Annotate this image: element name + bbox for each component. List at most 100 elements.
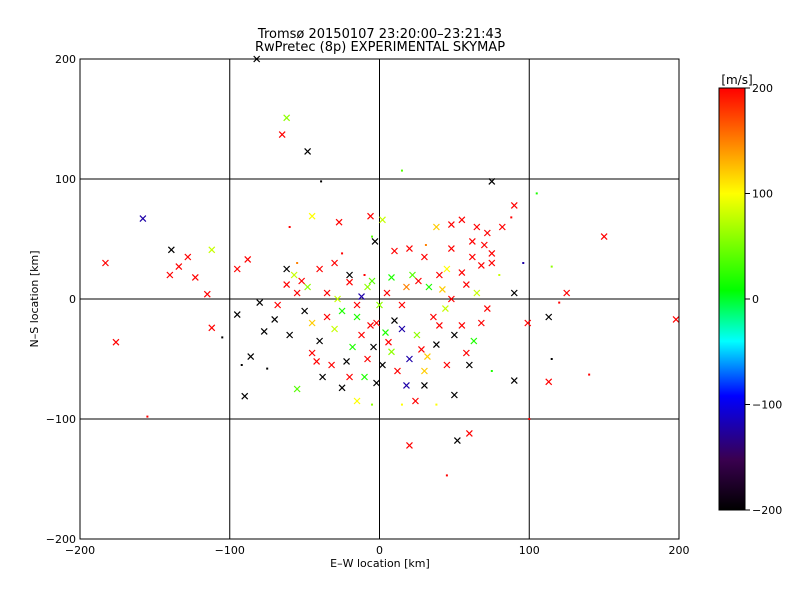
scatter-point [403,283,410,291]
scatter-point [406,355,413,363]
scatter-point [450,391,458,399]
chart-subtitle: RwPretec (8p) EXPERIMENTAL SKYMAP [255,40,505,55]
scatter-point [545,313,553,321]
scatter-point [450,331,458,339]
scatter-point [398,301,406,309]
scatter-point [524,319,532,327]
scatter-point [371,403,374,406]
scatter-point [304,283,312,291]
x-tick-label: 100 [519,544,540,557]
scatter-point [266,367,269,370]
scatter-point [320,180,323,183]
colorbar-ticks: 200 100 0 −100 −200 [745,82,782,517]
scatter-point [271,315,279,323]
scatter-point [473,289,481,297]
scatter-point [458,216,466,224]
scatter-point [468,253,476,261]
scatter-point [283,265,291,273]
scatter-point [413,331,421,339]
scatter-point [308,349,316,357]
scatter-point [418,345,425,353]
scatter-point [286,331,294,339]
scatter-point [233,265,241,273]
scatter-points [102,55,680,477]
scatter-point [600,233,608,241]
scatter-point [398,325,406,333]
scatter-point [208,246,216,254]
x-axis-label: E–W location [km] [330,557,430,570]
scatter-point [409,271,416,279]
scatter-point [353,397,361,405]
scatter-point [379,216,386,224]
x-tick-label: 0 [376,544,383,557]
scatter-point [435,271,443,279]
scatter-point [373,319,380,327]
scatter-point [465,429,473,437]
scatter-point [363,274,366,276]
scatter-point [672,315,680,323]
scatter-point [400,403,403,406]
scatter-point [343,357,350,365]
scatter-point [447,295,455,303]
scatter-point [545,378,553,386]
scatter-point [383,289,391,297]
scatter-point [175,263,183,271]
colorbar-tick-label: 0 [752,293,759,306]
scatter-point [331,325,338,333]
chart-title: Tromsø 20150107 23:20:00–23:21:43 [257,27,502,42]
scatter-point [244,255,252,263]
scatter-point [477,261,485,269]
scatter-point [166,271,174,279]
y-tick-label: 100 [55,173,76,186]
scatter-point [453,437,461,445]
scatter-point [462,349,470,357]
scatter-point [432,341,440,349]
scatter-point [247,353,255,361]
scatter-point [293,385,301,393]
scatter-point [364,283,371,291]
scatter-point [283,281,291,289]
scatter-point [308,212,316,220]
scatter-point [139,215,147,223]
scatter-point [274,301,282,309]
scatter-point [406,245,413,253]
scatter-point [361,373,368,381]
scatter-point [528,418,531,420]
scatter-point [382,329,389,337]
scatter-point [488,259,496,267]
scatter-point [468,237,476,245]
scatter-point [298,277,306,285]
scatter-point [406,441,413,449]
scatter-point [208,324,216,332]
colorbar-label: [m/s] [721,73,752,87]
scatter-point [338,307,346,315]
scatter-point [465,361,473,369]
scatter-point [400,169,403,172]
scatter-point [353,313,361,321]
scatter-point [435,321,443,329]
plot-frame [79,58,680,540]
scatter-point [290,271,298,279]
scatter-point [412,397,419,405]
scatter-point [319,373,327,381]
scatter-point [480,241,488,249]
scatter-point [367,321,374,329]
scatter-point [370,343,377,351]
scatter-point [191,273,199,281]
scatter-point [429,313,437,321]
scatter-point [203,290,211,298]
y-axis-label: N–S location [km] [28,250,41,347]
scatter-point [421,381,428,389]
scatter-point [441,305,449,313]
colorbar-tick-label: −100 [752,399,782,412]
scatter-point [328,361,336,369]
colorbar-tick-label: 100 [752,188,773,201]
scatter-point [510,201,518,209]
scatter-point [371,235,374,238]
scatter-point [385,338,392,346]
scatter-point [241,392,249,400]
scatter-point [490,370,493,372]
scatter-point [334,295,341,303]
scatter-point [535,192,538,195]
